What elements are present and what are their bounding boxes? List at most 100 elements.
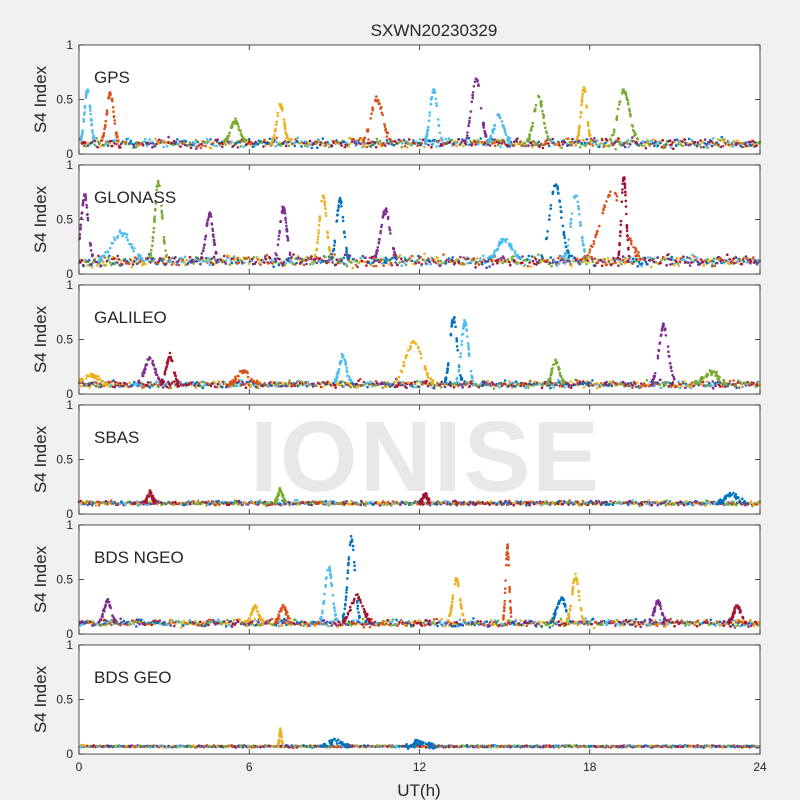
data-point [624, 190, 627, 194]
data-point [290, 138, 293, 141]
data-point [97, 375, 100, 378]
data-point [346, 257, 350, 261]
data-point [378, 102, 381, 106]
data-point [467, 344, 470, 347]
data-point [385, 261, 388, 265]
data-point [651, 142, 655, 145]
data-point [166, 362, 169, 366]
data-point [457, 368, 461, 372]
data-point [656, 144, 660, 148]
data-point [424, 368, 427, 372]
data-point [669, 366, 673, 370]
data-point [124, 141, 128, 144]
data-point [695, 256, 699, 260]
data-point [194, 386, 198, 390]
data-point [496, 143, 500, 147]
data-point [575, 257, 579, 261]
data-point [356, 265, 359, 269]
data-point [554, 358, 557, 362]
data-point [460, 339, 464, 343]
data-point [500, 120, 504, 123]
data-point [107, 258, 111, 261]
data-point [539, 102, 543, 105]
data-point [382, 264, 385, 267]
data-point [542, 114, 546, 117]
data-point [609, 190, 612, 193]
data-point [507, 242, 511, 245]
data-point [205, 223, 209, 226]
data-point [412, 385, 416, 389]
data-point [676, 143, 680, 146]
data-point [381, 262, 384, 265]
data-point [231, 121, 234, 125]
data-point [412, 139, 415, 142]
data-point [467, 124, 470, 128]
data-point [545, 236, 549, 240]
data-point [390, 503, 394, 506]
data-point [605, 144, 608, 148]
data-point [373, 258, 376, 262]
data-point [614, 147, 617, 151]
data-point [167, 135, 170, 139]
data-point [533, 141, 536, 144]
data-point [501, 261, 504, 265]
panel-background [79, 405, 760, 514]
data-point [601, 211, 605, 215]
data-point [229, 126, 233, 130]
data-point [490, 260, 494, 263]
data-point [571, 137, 574, 141]
data-point [684, 386, 687, 390]
data-point [146, 503, 149, 507]
data-point [130, 245, 134, 248]
data-point [308, 263, 312, 266]
data-point [286, 137, 290, 140]
data-point [79, 226, 82, 229]
data-point [472, 85, 476, 88]
data-point [353, 386, 357, 389]
data-point [81, 200, 85, 203]
data-point [98, 259, 101, 263]
data-point [345, 141, 349, 145]
data-point [471, 376, 474, 379]
data-point [148, 256, 152, 259]
data-point [593, 257, 597, 261]
data-point [458, 364, 461, 367]
data-point [78, 237, 81, 241]
data-point [567, 503, 570, 506]
data-point [728, 379, 732, 383]
data-point [721, 138, 724, 142]
data-point [711, 263, 714, 266]
data-point [720, 135, 724, 139]
data-point [629, 143, 632, 146]
data-point [437, 139, 441, 142]
data-point [336, 209, 340, 213]
data-point [693, 255, 696, 258]
data-point [618, 100, 621, 104]
data-point [275, 385, 279, 388]
data-point [176, 138, 179, 141]
data-point [693, 382, 697, 385]
data-point [518, 142, 522, 145]
data-point [523, 263, 527, 267]
data-point [334, 378, 337, 381]
data-point [116, 254, 120, 258]
data-point [444, 262, 448, 265]
data-point [580, 235, 584, 239]
data-point [624, 199, 628, 203]
data-point [116, 236, 119, 239]
data-point [272, 265, 275, 269]
data-point [629, 242, 633, 246]
data-point [649, 265, 653, 269]
data-point [559, 499, 563, 503]
data-point [717, 375, 721, 379]
data-point [225, 138, 228, 142]
data-point [400, 145, 404, 149]
data-point [105, 259, 109, 263]
data-point [393, 253, 397, 257]
data-point [615, 195, 619, 198]
data-point [156, 181, 160, 184]
data-point [496, 261, 499, 265]
data-point [152, 226, 156, 230]
data-point [571, 260, 575, 263]
